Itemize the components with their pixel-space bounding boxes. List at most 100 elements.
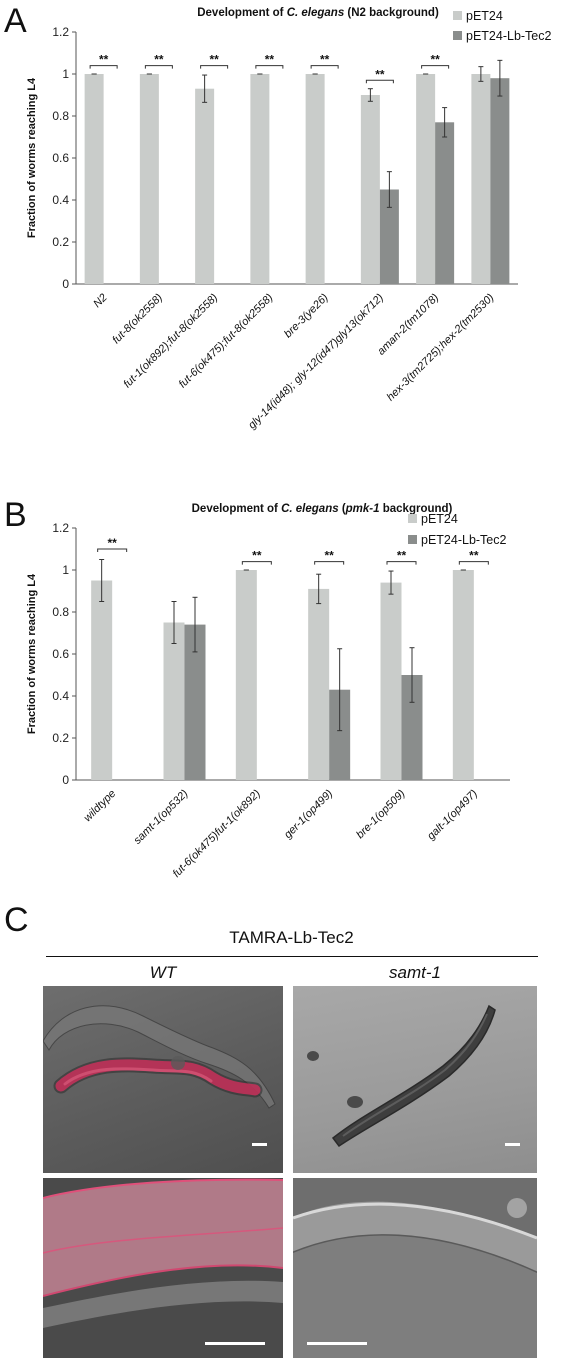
legend-label: pET24 <box>466 9 503 23</box>
micrograph-title-rule <box>46 956 538 957</box>
bar-pet24-lb-tec2 <box>490 78 510 284</box>
samt-1-worm-image <box>307 1004 496 1148</box>
bar-pet24 <box>305 74 325 284</box>
significance-bracket <box>255 65 284 69</box>
chart-panel-b: Development of C. elegans (pmk-1 backgro… <box>26 503 510 880</box>
samt-1-closeup-micrograph <box>293 1178 537 1358</box>
bar-pet24-lb-tec2 <box>401 675 423 780</box>
panel-letter-a: A <box>4 2 27 40</box>
significance-bracket <box>97 548 128 552</box>
x-category-label: bre-3(ye26) <box>282 291 331 340</box>
chart-title-part: (N2 background) <box>344 7 439 19</box>
y-tick-label: 0 <box>62 773 69 787</box>
x-category-label: ger-1(op499) <box>282 787 336 841</box>
significance-bracket <box>200 65 229 69</box>
chart-title-part: C. elegans <box>287 7 345 19</box>
x-category-label: fut-1(ok892);fut-8(ok2558) <box>121 291 220 390</box>
legend-swatch-pet24-lb-tec2 <box>453 31 462 40</box>
bar-pet24 <box>452 570 474 780</box>
y-tick-label: 0.6 <box>52 647 69 661</box>
significance-bracket <box>310 65 339 69</box>
significance-bracket <box>144 65 173 69</box>
y-axis-label: Fraction of worms reaching L4 <box>26 77 38 238</box>
significance-label: ** <box>397 549 407 563</box>
bar-pet24 <box>139 74 159 284</box>
y-tick-label: 0.4 <box>52 193 69 207</box>
chart-title-part: pmk-1 <box>345 503 380 515</box>
x-category-label: fut-8(ok2558) <box>110 291 165 346</box>
micrograph-title: TAMRA-Lb-Tec2 <box>229 928 354 947</box>
significance-bracket <box>421 65 450 69</box>
significance-bracket <box>365 79 394 84</box>
bar-pet24-lb-tec2 <box>184 624 206 780</box>
bar-pet24 <box>380 582 402 780</box>
significance-label: ** <box>430 53 440 67</box>
chart-title-part: background) <box>380 503 453 515</box>
samt-1-overview-micrograph <box>293 986 537 1173</box>
x-category-label: samt-1(op532) <box>132 787 191 846</box>
y-tick-label: 0 <box>62 277 69 291</box>
y-tick-label: 0.6 <box>52 151 69 165</box>
chart-title: Development of C. elegans (pmk-1 backgro… <box>192 503 453 515</box>
significance-label: ** <box>252 549 262 563</box>
legend-swatch-pet24-lb-tec2 <box>408 535 417 544</box>
significance-label: ** <box>324 549 334 563</box>
significance-label: ** <box>107 536 117 550</box>
bar-pet24 <box>91 580 113 780</box>
y-tick-label: 1 <box>62 563 69 577</box>
y-tick-label: 0.2 <box>52 235 69 249</box>
bar-pet24 <box>163 622 185 780</box>
significance-label: ** <box>99 53 109 67</box>
legend-label: pET24 <box>421 512 458 526</box>
chart-title-part: ( <box>339 503 346 515</box>
bar-pet24-lb-tec2 <box>379 189 399 284</box>
samt-1-closeup-image <box>293 1178 537 1358</box>
y-tick-label: 0.8 <box>52 109 69 123</box>
y-tick-label: 0.4 <box>52 689 69 703</box>
samt-1-overview-scalebar <box>505 1143 520 1146</box>
bar-pet24-lb-tec2 <box>329 689 351 780</box>
significance-label: ** <box>320 53 330 67</box>
significance-bracket <box>314 561 345 565</box>
chart-panel-a: Development of C. elegans (N2 background… <box>26 7 552 432</box>
wt-overview-scalebar <box>252 1143 267 1146</box>
bar-pet24 <box>308 588 330 780</box>
bar-pet24 <box>235 570 257 780</box>
bar-pet24 <box>416 74 436 284</box>
legend-label: pET24-Lb-Tec2 <box>466 29 552 43</box>
bar-pet24 <box>471 74 491 284</box>
y-tick-label: 0.2 <box>52 731 69 745</box>
y-tick-label: 0.8 <box>52 605 69 619</box>
wt-overview-micrograph <box>43 986 283 1173</box>
legend-label: pET24-Lb-Tec2 <box>421 533 507 547</box>
figure-charts: Development of C. elegans (N2 background… <box>26 7 552 880</box>
y-tick-label: 1.2 <box>52 25 69 39</box>
chart-title: Development of C. elegans (N2 background… <box>197 7 439 19</box>
chart-title-part: Development of <box>197 7 286 19</box>
legend-swatch-pet24 <box>453 11 462 20</box>
wt-closeup-micrograph <box>43 1178 283 1358</box>
bar-pet24 <box>195 88 215 284</box>
chart-title-part: Development of <box>192 503 281 515</box>
y-tick-label: 1 <box>62 67 69 81</box>
significance-bracket <box>89 65 118 69</box>
wt-closeup-image <box>43 1178 283 1358</box>
samt-1-closeup-scalebar <box>307 1342 367 1345</box>
wt-worm-image <box>43 1005 276 1109</box>
panel-letter-c: C <box>4 901 29 939</box>
significance-bracket <box>386 561 417 565</box>
significance-label: ** <box>469 549 479 563</box>
bar-pet24 <box>250 74 270 284</box>
chart-title-part: C. elegans <box>281 503 339 515</box>
x-category-label: galt-1(op497) <box>425 787 480 842</box>
significance-label: ** <box>375 67 385 81</box>
significance-label: ** <box>265 53 275 67</box>
legend-swatch-pet24 <box>408 514 417 523</box>
significance-label: ** <box>154 53 164 67</box>
bar-pet24-lb-tec2 <box>435 122 455 284</box>
panel-letter-b: B <box>4 496 27 534</box>
x-category-label: wildtype <box>82 788 119 825</box>
bar-pet24 <box>360 95 380 284</box>
column-label-samt-1: samt-1 <box>389 963 441 982</box>
x-category-label: N2 <box>91 292 109 310</box>
